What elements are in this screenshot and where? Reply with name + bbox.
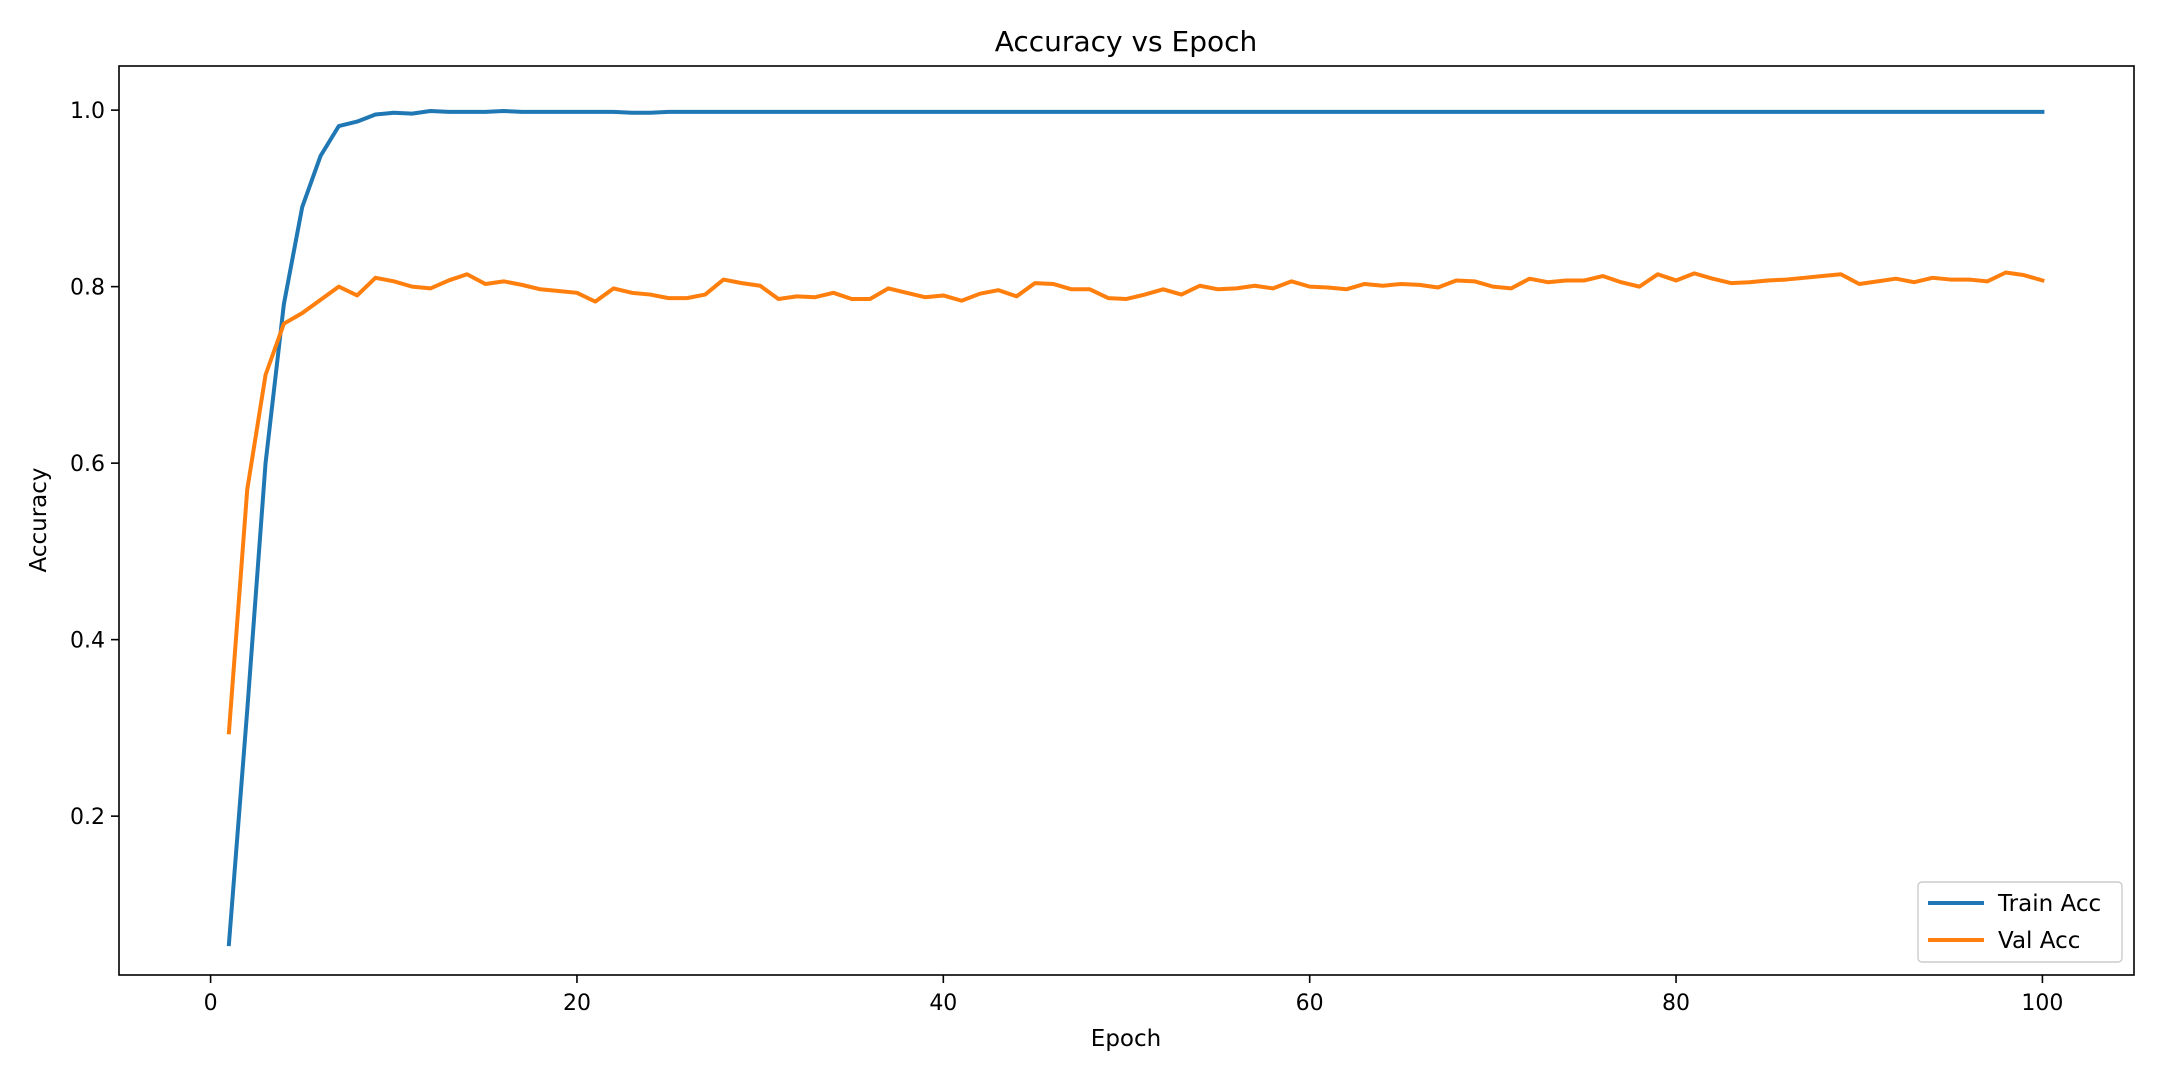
y-tick-label: 0.2 [70, 805, 105, 830]
chart-title: Accuracy vs Epoch [995, 25, 1258, 58]
y-tick-label: 0.8 [70, 276, 105, 301]
x-tick-label: 100 [2021, 991, 2063, 1016]
y-tick-label: 0.6 [70, 452, 105, 477]
y-axis: 0.2 0.4 0.6 0.8 1.0 [70, 99, 119, 830]
y-tick-label: 1.0 [70, 99, 105, 124]
series-line-train-acc [226, 109, 2045, 947]
x-tick-label: 80 [1662, 991, 1690, 1016]
y-axis-label: Accuracy [26, 467, 52, 572]
y-tick-label: 0.4 [70, 629, 105, 654]
legend-label-train-acc: Train Acc [1997, 891, 2101, 917]
x-axis-label: Epoch [1091, 1026, 1161, 1052]
x-axis: 0 20 40 60 80 100 [204, 975, 2063, 1016]
x-tick-label: 20 [563, 991, 591, 1016]
legend: Train Acc Val Acc [1917, 881, 2123, 963]
legend-label-val-acc: Val Acc [1998, 928, 2080, 954]
series-layer [226, 109, 2045, 947]
series-line-val-acc [226, 270, 2045, 735]
x-tick-label: 40 [929, 991, 957, 1016]
x-tick-label: 0 [204, 991, 218, 1016]
plot-frame [118, 65, 2135, 976]
x-tick-label: 60 [1296, 991, 1324, 1016]
